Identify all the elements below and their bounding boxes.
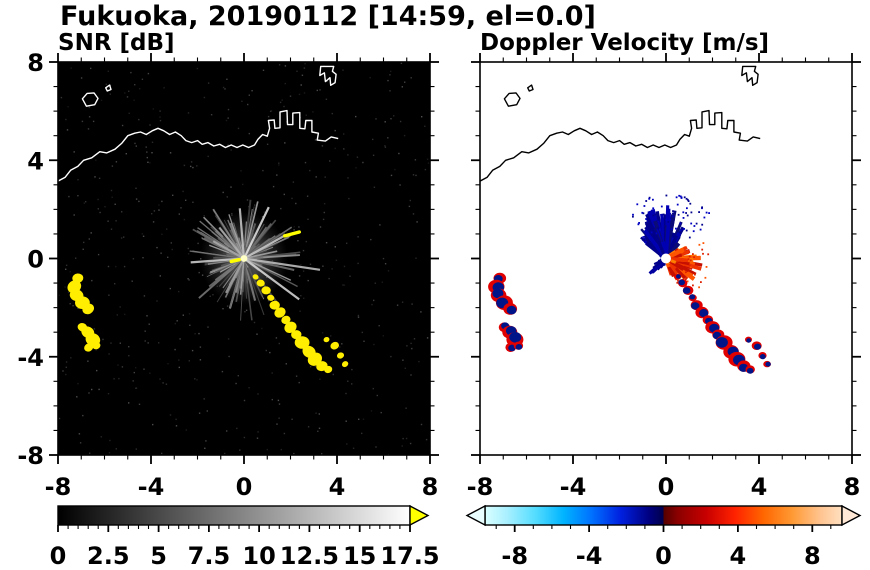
echo-blob [291, 330, 302, 340]
echo-blob [699, 309, 709, 318]
colorbar-tick-label: 12.5 [280, 542, 339, 570]
x-tick-label: 8 [844, 473, 861, 501]
echo-blob [274, 307, 286, 318]
echo-blob [261, 286, 271, 295]
echo-blob [92, 342, 101, 350]
doppler-overflow-arrow [841, 504, 862, 527]
snr-colorbar-ticks [57, 525, 411, 532]
colorbar-tick-label: 4 [730, 542, 747, 570]
echo-blob [509, 332, 522, 343]
echo-blob [336, 352, 345, 359]
colorbar-tick-label: 0 [50, 542, 67, 570]
echo-blob [506, 305, 517, 315]
echo-blob [324, 365, 333, 374]
echo-blob [267, 294, 275, 301]
colorbar-tick-label: 5 [150, 542, 167, 570]
snr-panel-title: SNR [dB] [58, 30, 175, 56]
echo-blob [82, 303, 95, 315]
echo-blob [84, 343, 94, 352]
colorbar-tick-label: -4 [576, 542, 603, 570]
doppler-tick-labels: -8 -4 0 4 8 [467, 473, 861, 501]
echo-blob [689, 294, 696, 300]
echo-blob [746, 367, 754, 374]
echo-blob [492, 288, 504, 299]
echo-blob [269, 300, 280, 310]
doppler-colorbar: -8 -4 0 4 8 [465, 504, 862, 570]
x-tick-label: -8 [467, 473, 494, 501]
echo-blob [256, 279, 265, 287]
echo-blob [252, 274, 259, 280]
snr-colorbar-bar [57, 505, 411, 526]
coastline [58, 109, 339, 182]
x-tick-label: -4 [138, 473, 165, 501]
x-tick-label: 0 [658, 473, 675, 501]
echo-blob [759, 354, 766, 360]
coastline [105, 84, 112, 92]
coastline [741, 65, 759, 86]
colorbar-tick-label: 10 [242, 542, 275, 570]
coastline [503, 92, 521, 107]
doppler-field [480, 65, 771, 374]
colorbar-tick-label: -8 [501, 542, 528, 570]
echo-blob [281, 315, 291, 325]
y-tick-label: 0 [27, 246, 44, 274]
x-tick-label: 8 [422, 473, 439, 501]
radar-origin-dot [240, 255, 248, 262]
figure-title: Fukuoka, 20190112 [14:59, el=0.0] [60, 1, 596, 32]
snr-tick-labels: -8 -4 0 4 8 -8 -4 0 4 8 [17, 49, 438, 501]
echo-blob [676, 274, 681, 279]
colorbar-tick-label: 15 [343, 542, 376, 570]
x-tick-label: 4 [329, 473, 346, 501]
y-tick-label: 4 [27, 147, 44, 175]
x-tick-label: -4 [560, 473, 587, 501]
echo-blob [746, 338, 752, 343]
snr-overflow-arrow [409, 504, 430, 527]
colorbar-tick-label: 17.5 [380, 542, 439, 570]
echo-blob [678, 279, 685, 286]
colorbar-tick-label: 0 [655, 542, 672, 570]
colorbar-tick-label: 7.5 [188, 542, 231, 570]
echo-blob [294, 336, 310, 349]
doppler-panel-title: Doppler Velocity [m/s] [480, 30, 770, 56]
snr-plot: -8 -4 0 4 8 -8 -4 0 4 8 [17, 49, 439, 501]
y-tick-label: -8 [17, 442, 44, 470]
echo-blob [682, 287, 691, 294]
x-tick-label: 0 [236, 473, 253, 501]
echo-blob [330, 341, 339, 350]
echo-blob [754, 343, 761, 350]
coastline [319, 65, 337, 86]
coastline [81, 92, 99, 107]
echo-blob [691, 302, 700, 310]
y-tick-label: 8 [27, 49, 44, 77]
coastline [480, 109, 761, 182]
doppler-ticks [471, 53, 861, 464]
doppler-plot: -8 -4 0 4 8 [467, 53, 861, 501]
snr-colorbar: 0 2.5 5 7.5 10 12.5 15 17.5 [50, 504, 440, 570]
doppler-underflow-arrow [465, 504, 486, 527]
snr-ticks [49, 53, 439, 464]
echo-blob [284, 321, 297, 333]
echo-blob [515, 344, 523, 350]
coastline [527, 84, 534, 92]
snr-field [58, 62, 430, 455]
doppler-colorbar-bar [484, 505, 843, 526]
colorbar-tick-label: 8 [804, 542, 821, 570]
colorbar-tick-label: 2.5 [87, 542, 130, 570]
echo-blob [765, 361, 771, 367]
x-tick-label: -8 [45, 473, 72, 501]
doppler-colorbar-ticks [495, 525, 832, 532]
y-tick-label: -4 [17, 344, 44, 372]
echo-blob [323, 336, 330, 343]
echo-blob [341, 361, 349, 368]
radar-origin-hole [661, 253, 671, 264]
echo-blob [715, 337, 728, 348]
x-tick-label: 4 [751, 473, 768, 501]
